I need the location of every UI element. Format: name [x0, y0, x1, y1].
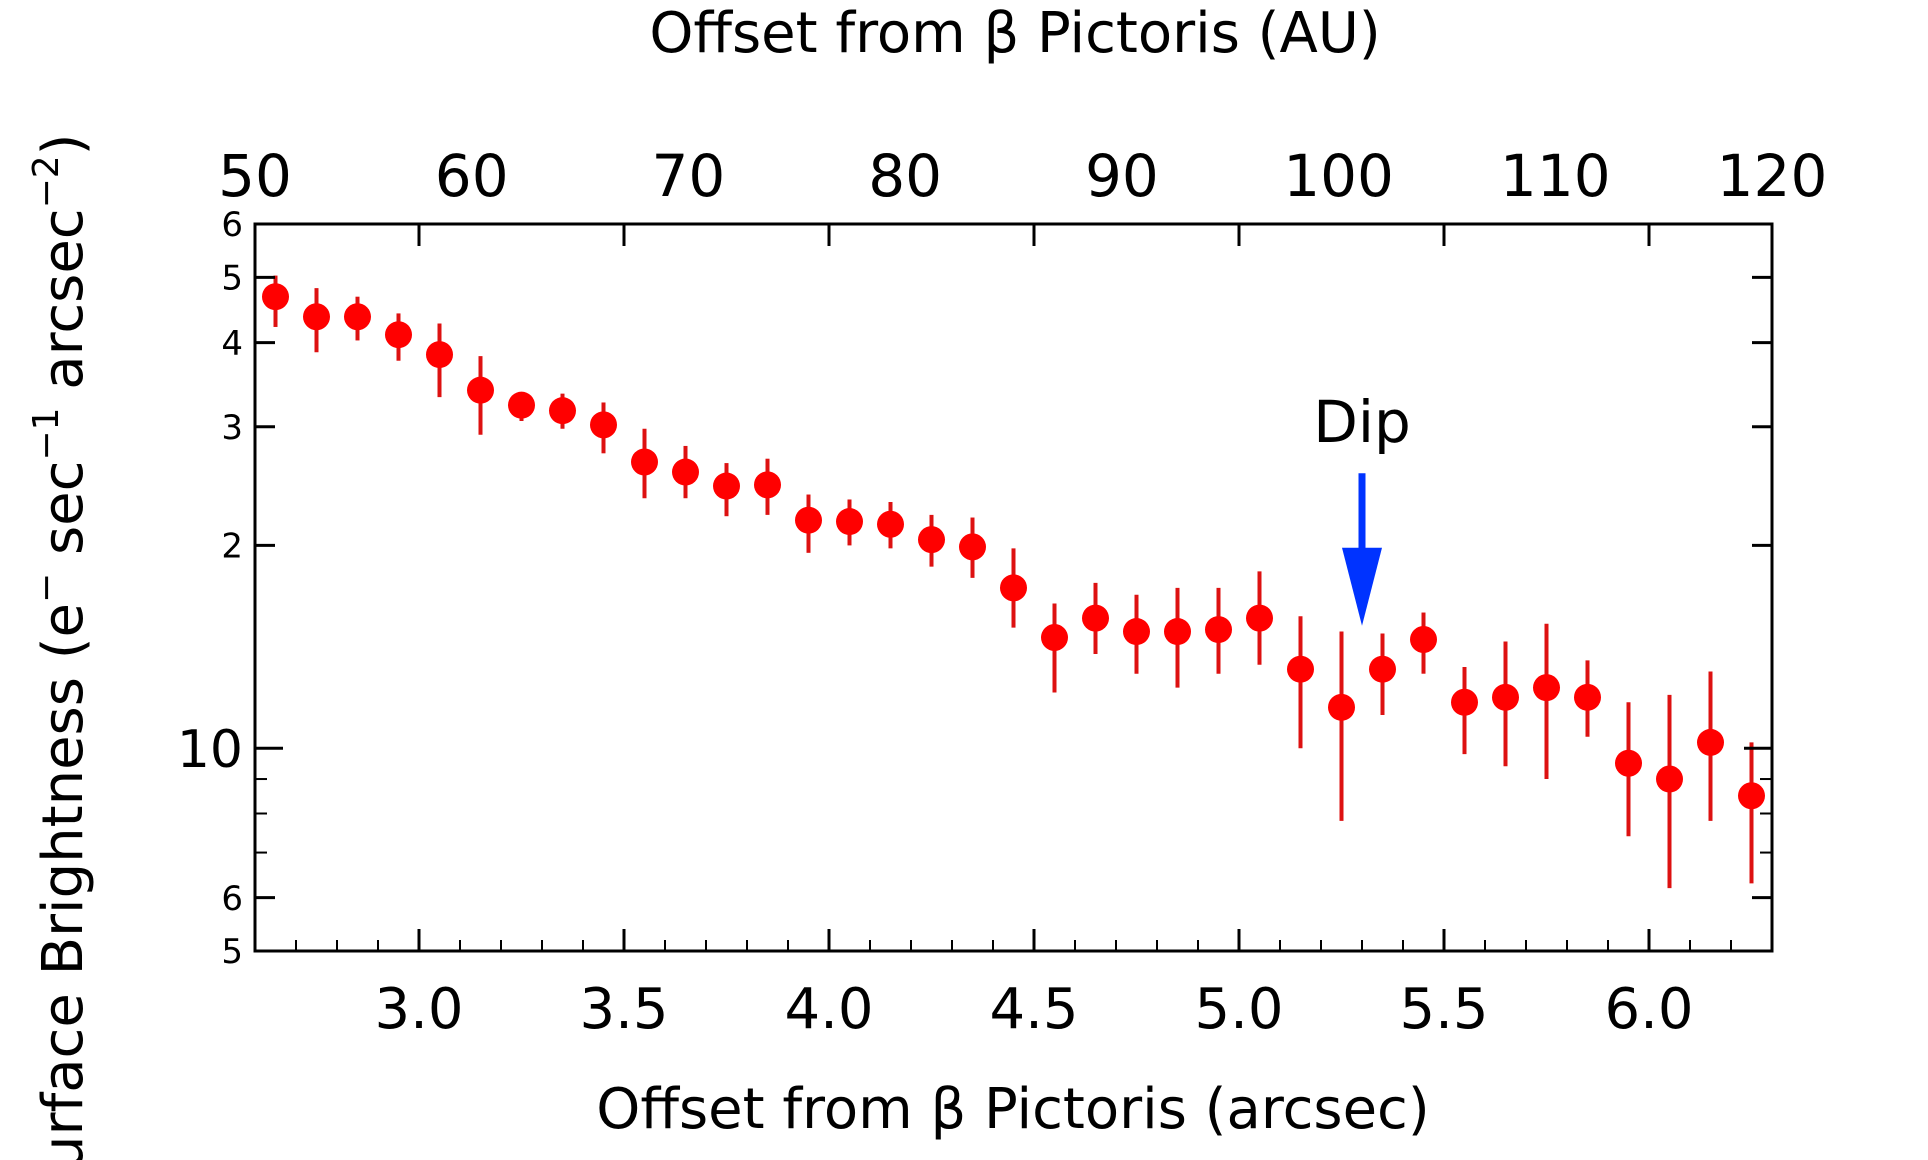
data-point: [1410, 626, 1437, 654]
y-axis-label-suffix: ): [31, 133, 96, 155]
data-point: [467, 376, 494, 404]
data-point: [385, 321, 412, 349]
y-tick-label: 10: [177, 720, 243, 780]
top-x-tick-label: 80: [868, 142, 942, 210]
data-point: [877, 510, 904, 538]
axis-labels: Offset from β Pictoris (AU) Offset from …: [26, 1, 1430, 1160]
data-point: [1082, 604, 1109, 632]
top-x-tick-label: 50: [218, 142, 292, 210]
data-point: [1164, 618, 1191, 646]
data-point: [590, 411, 617, 439]
data-point: [262, 283, 289, 311]
data-point: [426, 341, 453, 369]
data-point: [344, 303, 371, 331]
y-tick-label: 5: [221, 259, 243, 299]
data-point: [1246, 604, 1273, 632]
data-point: [549, 397, 576, 425]
data-point: [1000, 574, 1027, 602]
y-axis-label-mid2: arcsec: [31, 208, 96, 407]
data-point: [1369, 655, 1396, 683]
top-x-tick-label: 60: [435, 142, 509, 210]
data-point: [631, 448, 658, 476]
y-tick-label: 3: [221, 408, 243, 448]
x-tick-label: 3.0: [374, 977, 463, 1042]
data-point: [1533, 674, 1560, 702]
data-point: [1492, 683, 1519, 711]
y-axis-label-sup1: −: [26, 573, 67, 603]
y-axis-label: Surface Brightness (e− sec−1 arcsec−2): [26, 133, 96, 1160]
data-point: [1041, 623, 1068, 651]
x-tick-label: 4.0: [784, 977, 873, 1042]
x-tick-label: 5.0: [1194, 977, 1283, 1042]
data-point: [672, 458, 699, 486]
data-point: [754, 471, 781, 499]
x-tick-label: 6.0: [1604, 977, 1693, 1042]
data-point: [1328, 693, 1355, 721]
data-point: [1205, 616, 1232, 644]
data-point: [713, 472, 740, 500]
x-tick-label: 3.5: [579, 977, 668, 1042]
top-x-tick-label: 70: [652, 142, 726, 210]
data-point: [1615, 749, 1642, 777]
data-point: [836, 508, 863, 536]
data-point: [303, 303, 330, 331]
data-point: [1123, 618, 1150, 646]
y-tick-label: 6: [221, 879, 243, 919]
x-tick-label: 4.5: [989, 977, 1078, 1042]
top-x-tick-label: 100: [1283, 142, 1394, 210]
top-x-tick-label: 90: [1085, 142, 1159, 210]
data-point: [1574, 683, 1601, 711]
y-axis-label-mid1: sec: [31, 461, 96, 573]
data-point: [508, 391, 535, 419]
y-axis-label-sup3: −2: [26, 155, 67, 208]
y-axis-label-sup2: −1: [26, 408, 67, 461]
annotation-arrow-head: [1342, 547, 1382, 626]
data-point: [795, 506, 822, 534]
y-tick-label: 2: [221, 527, 243, 567]
annotation-label: Dip: [1313, 388, 1411, 456]
data-point: [1287, 655, 1314, 683]
plot-frame: [253, 222, 1774, 953]
top-x-tick-label: 120: [1717, 142, 1828, 210]
data-point: [1656, 765, 1683, 793]
y-tick-label: 5: [221, 932, 243, 972]
plot-layer: 3.0 3.5 4.0 4.5 5.0 5.5 6.0 50 60 70 80 90 100 110 120…: [177, 142, 1828, 1042]
y-tick-label: 4: [221, 324, 243, 364]
x-axis-top-label: Offset from β Pictoris (AU): [649, 1, 1380, 66]
data-point: [959, 533, 986, 561]
data-point: [918, 526, 945, 554]
y-axis-label-prefix: Surface Brightness (e: [31, 603, 96, 1160]
y-tick-label: 6: [221, 205, 243, 245]
x-tick-label: 5.5: [1399, 977, 1488, 1042]
top-x-tick-label: 110: [1500, 142, 1611, 210]
data-point: [1697, 728, 1724, 756]
x-axis-label: Offset from β Pictoris (arcsec): [596, 1077, 1429, 1142]
data-point: [1738, 782, 1765, 810]
data-point: [1451, 688, 1478, 716]
